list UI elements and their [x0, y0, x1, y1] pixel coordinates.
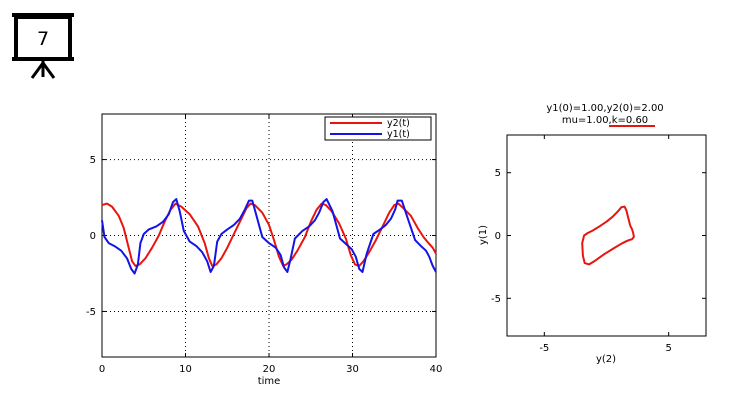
- y-tick-label: -5: [86, 307, 96, 318]
- chart-title: y1(0)=1.00,y2(0)=2.00: [546, 103, 663, 114]
- series-line-y1t: [101, 198, 437, 275]
- slide-number: 7: [37, 28, 49, 50]
- slide-badge: 7: [12, 13, 74, 79]
- y-axis-label: y(1): [478, 225, 489, 245]
- legend-label-y2: y2(t): [387, 118, 410, 129]
- y-tick-label: 0: [90, 231, 96, 242]
- y-tick-label: 5: [495, 168, 501, 179]
- legend-label-y1: y1(t): [387, 129, 410, 140]
- phase-plot-chart: y1(0)=1.00,y2(0)=2.00 mu=1.00,k=0.60 -5 5…: [478, 103, 707, 365]
- x-tick-label: 20: [263, 364, 276, 375]
- y-tick-label: 0: [495, 231, 501, 242]
- x-tick-label: 10: [179, 364, 192, 375]
- phase-curve: [581, 205, 635, 266]
- legend: y2(t) y1(t): [324, 116, 432, 141]
- chart-subtitle: mu=1.00,k=0.60: [562, 115, 648, 126]
- y-tick-label: -5: [491, 294, 501, 305]
- x-axis-label: time: [258, 376, 281, 387]
- x-axis-label: y(2): [596, 354, 616, 365]
- x-tick-label: -5: [539, 343, 549, 354]
- grid-lines: [102, 114, 436, 357]
- presentation-board-icon: [12, 13, 74, 79]
- y-tick-label: 5: [90, 155, 96, 166]
- legend-box: [324, 116, 432, 141]
- x-tick-label: 30: [346, 364, 359, 375]
- axis-ticks: -5 5 5 0 -5: [491, 135, 706, 354]
- x-tick-label: 0: [99, 364, 105, 375]
- limit-cycle-curve: [581, 205, 635, 266]
- series-lines: [101, 198, 437, 275]
- x-tick-label: 40: [430, 364, 443, 375]
- x-tick-label: 5: [666, 343, 672, 354]
- plot-area-frame: [506, 134, 707, 337]
